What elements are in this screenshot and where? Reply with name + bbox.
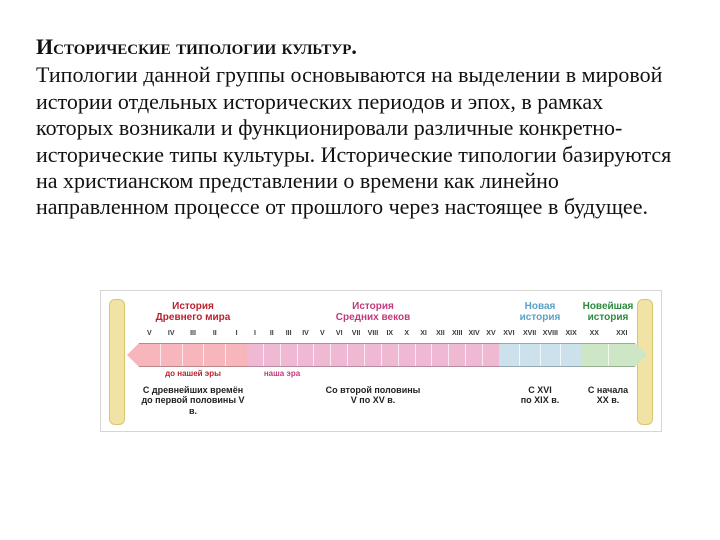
body-text: Типологии данной группы основываются на … bbox=[36, 62, 684, 220]
tick: VIII bbox=[365, 344, 382, 366]
tick-label: I bbox=[236, 330, 238, 337]
tick: V bbox=[139, 344, 161, 366]
caption-middle: Со второй половиныV по XV в. bbox=[247, 385, 499, 415]
tick-label: IV bbox=[302, 330, 309, 337]
arrow-right-icon bbox=[635, 343, 647, 367]
tick: II bbox=[264, 344, 281, 366]
tick-label: XVIII bbox=[543, 330, 558, 337]
tick: XV bbox=[483, 344, 499, 366]
tick: XVI bbox=[499, 344, 520, 366]
tick-label: I bbox=[254, 330, 256, 337]
tick-label: XI bbox=[420, 330, 427, 337]
segment-middle: IIIIIIIVVVIVIIVIIIIXXXIXIIXIIIXIVXV bbox=[247, 343, 499, 367]
tick: III bbox=[183, 344, 205, 366]
tick-label: XVI bbox=[503, 330, 514, 337]
tick-label: V bbox=[147, 330, 152, 337]
tick: XVII bbox=[520, 344, 541, 366]
tick: VII bbox=[348, 344, 365, 366]
arrow-left-icon bbox=[127, 343, 139, 367]
tick-label: XX bbox=[590, 330, 599, 337]
tick: III bbox=[281, 344, 298, 366]
slide: Исторические типологии культур. Типологи… bbox=[0, 0, 720, 540]
caption-new: С XVIпо XIX в. bbox=[499, 385, 581, 415]
tick: X bbox=[399, 344, 416, 366]
timeline-ribbon: VIVIIIIIIIIIIIIIVVVIVIIVIIIIXXXIXIIXIIIX… bbox=[127, 343, 635, 367]
tick-label: XII bbox=[436, 330, 445, 337]
tick: XIV bbox=[466, 344, 483, 366]
tick-label: II bbox=[213, 330, 217, 337]
period-label-middle: ИсторияСредних веков bbox=[247, 301, 499, 323]
tick-label: V bbox=[320, 330, 325, 337]
tick-label: II bbox=[270, 330, 274, 337]
tick: XXI bbox=[609, 344, 636, 366]
tick: IV bbox=[161, 344, 183, 366]
tick: I bbox=[226, 344, 247, 366]
tick: XIII bbox=[449, 344, 466, 366]
tick-label: XIII bbox=[452, 330, 463, 337]
tick: IV bbox=[298, 344, 315, 366]
tick-label: XVII bbox=[523, 330, 536, 337]
timeline-figure: ИсторияДревнего мираИсторияСредних веков… bbox=[100, 290, 662, 432]
tick: I bbox=[247, 344, 264, 366]
tick-label: VIII bbox=[368, 330, 379, 337]
title: Исторические типологии культур. bbox=[36, 34, 684, 60]
tick: XII bbox=[432, 344, 449, 366]
tick-label: VI bbox=[336, 330, 343, 337]
caption-newest: С началаXX в. bbox=[581, 385, 635, 415]
segment-new: XVIXVIIXVIIIXIX bbox=[499, 343, 581, 367]
tick-label: X bbox=[404, 330, 409, 337]
period-label-new: Новаяистория bbox=[499, 301, 581, 323]
era-label: наша эра bbox=[247, 369, 317, 379]
tick-label: III bbox=[190, 330, 196, 337]
era-label: до нашей эры bbox=[139, 369, 247, 379]
tick: II bbox=[204, 344, 226, 366]
tick-label: XIV bbox=[468, 330, 479, 337]
tick-label: III bbox=[286, 330, 292, 337]
top-labels: ИсторияДревнего мираИсторияСредних веков… bbox=[101, 301, 661, 329]
tick: IX bbox=[382, 344, 399, 366]
tick: XVIII bbox=[541, 344, 562, 366]
tick-label: XXI bbox=[616, 330, 627, 337]
tick-label: IX bbox=[386, 330, 393, 337]
tick-label: XIX bbox=[565, 330, 576, 337]
tick-label: IV bbox=[168, 330, 175, 337]
tick-label: XV bbox=[486, 330, 495, 337]
tick: XIX bbox=[561, 344, 581, 366]
period-label-ancient: ИсторияДревнего мира bbox=[139, 301, 247, 323]
segment-ancient: VIVIIIIII bbox=[139, 343, 247, 367]
tick: VI bbox=[331, 344, 348, 366]
tick: XX bbox=[581, 344, 609, 366]
caption-ancient: С древнейших времёндо первой половины V … bbox=[139, 385, 247, 415]
segment-newest: XXXXI bbox=[581, 343, 635, 367]
tick-label: VII bbox=[352, 330, 361, 337]
period-label-newest: Новейшаяистория bbox=[581, 301, 635, 323]
tick: V bbox=[314, 344, 331, 366]
tick: XI bbox=[416, 344, 433, 366]
